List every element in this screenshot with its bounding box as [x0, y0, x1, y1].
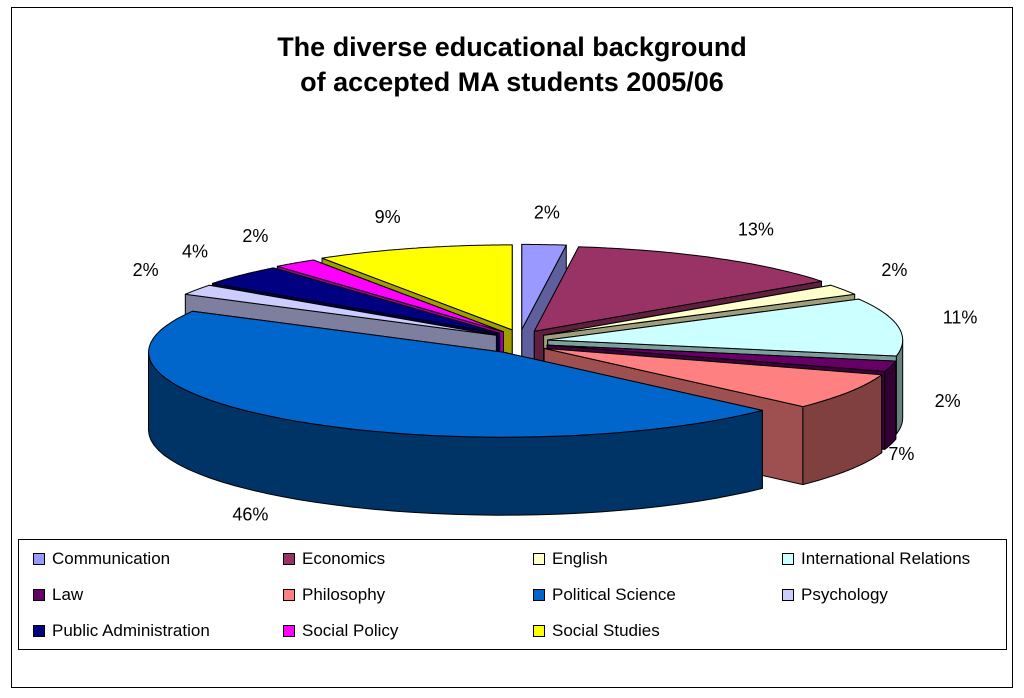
legend-item-social-policy: Social Policy	[283, 621, 398, 641]
legend-label: English	[552, 549, 608, 568]
data-label-social-studies: 9%	[375, 207, 401, 227]
legend-label: Political Science	[552, 585, 676, 604]
pie-slice-political-science	[148, 310, 763, 438]
legend-swatch	[533, 553, 545, 565]
pie-slice-social-policy	[276, 259, 504, 333]
legend-swatch	[33, 625, 45, 637]
data-label-psychology: 2%	[133, 260, 159, 280]
pie-slice-public-administration	[211, 267, 501, 334]
legend-swatch	[283, 589, 295, 601]
legend-label: Psychology	[801, 585, 888, 604]
data-label-economics: 13%	[738, 220, 774, 240]
pie-slice-economics	[533, 246, 822, 332]
chart-title: The diverse educational background of ac…	[0, 30, 1024, 100]
data-label-english: 2%	[881, 260, 907, 280]
legend-label: Public Administration	[52, 621, 210, 640]
data-label-political-science: 46%	[232, 505, 268, 525]
legend-item-psychology: Psychology	[782, 585, 888, 605]
legend-swatch	[533, 589, 545, 601]
legend-item-english: English	[533, 549, 608, 569]
legend-swatch	[283, 553, 295, 565]
pie-slice-communication	[521, 243, 567, 330]
legend-item-law: Law	[33, 585, 83, 605]
chart-title-line-1: The diverse educational background	[277, 32, 747, 62]
legend-item-social-studies: Social Studies	[533, 621, 660, 641]
legend-label: Social Policy	[302, 621, 399, 640]
legend-swatch	[782, 589, 794, 601]
legend-swatch	[283, 625, 295, 637]
legend-label: Social Studies	[552, 621, 660, 640]
legend: Communication Economics English Internation…	[18, 539, 1007, 650]
slice-wall-4	[884, 360, 897, 450]
data-label-law: 2%	[935, 391, 961, 411]
legend-item-public-administration: Public Administration	[33, 621, 210, 641]
legend-item-philosophy: Philosophy	[283, 585, 385, 605]
pie-slice-international-relations	[547, 298, 904, 357]
legend-label: International Relations	[801, 549, 971, 568]
legend-swatch	[533, 625, 545, 637]
legend-item-communication: Communication	[33, 549, 170, 569]
pie-slice-philosophy	[543, 347, 883, 408]
data-label-international-relations: 11%	[943, 307, 978, 327]
pie-tops	[148, 243, 904, 438]
data-label-philosophy: 7%	[888, 444, 914, 464]
legend-item-international-relations: International Relations	[782, 549, 970, 569]
data-label-social-policy: 2%	[242, 226, 268, 246]
chart-title-line-2: of accepted MA students 2005/06	[300, 67, 724, 97]
pie-slice-psychology	[184, 284, 497, 336]
pie-labels: 2% 13% 2% 11% 2% 7% 46% 2% 4% 2% 9%	[133, 202, 978, 524]
legend-swatch	[33, 589, 45, 601]
legend-label: Philosophy	[302, 585, 386, 604]
legend-item-political-science: Political Science	[533, 585, 676, 605]
legend-label: Economics	[302, 549, 386, 568]
pie-slice-social-studies	[321, 244, 513, 331]
legend-label: Law	[52, 585, 84, 604]
data-label-communication: 2%	[534, 202, 560, 222]
data-label-public-administration: 4%	[182, 241, 208, 261]
legend-item-economics: Economics	[283, 549, 385, 569]
legend-swatch	[33, 553, 45, 565]
legend-swatch	[782, 553, 794, 565]
pie-slice-law	[546, 344, 897, 372]
legend-label: Communication	[52, 549, 171, 568]
pie-slice-english	[543, 284, 856, 336]
